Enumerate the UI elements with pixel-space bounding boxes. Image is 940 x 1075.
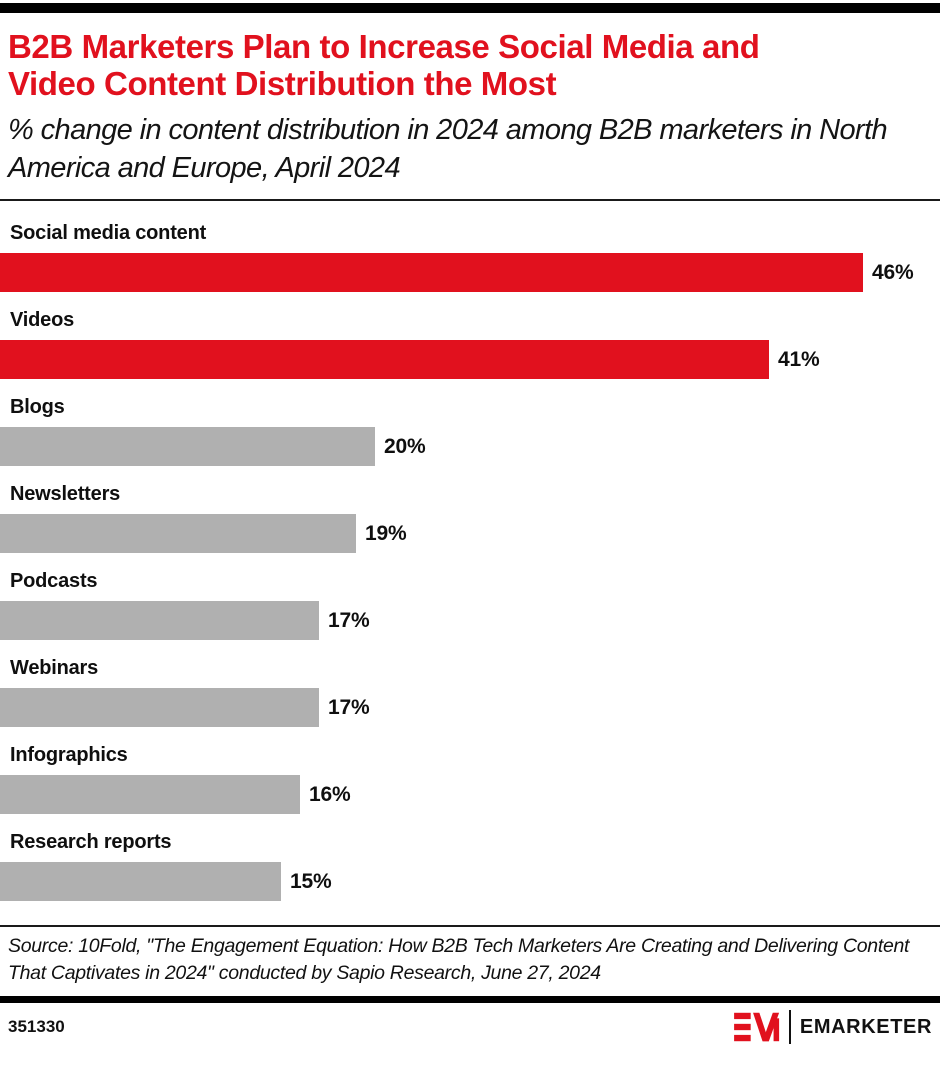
bar-row: Blogs 20% <box>0 395 940 466</box>
top-accent-bar <box>0 3 940 13</box>
bar-track: 19% <box>0 514 940 553</box>
bar-value: 16% <box>309 782 351 806</box>
chart-page: B2B Marketers Plan to Increase Social Me… <box>0 3 940 1075</box>
bar-row: Videos 41% <box>0 308 940 379</box>
brand-logo: EMARKETER <box>734 1010 932 1044</box>
bar-category-label: Social media content <box>10 222 207 244</box>
bar-category-label: Webinars <box>10 657 99 679</box>
bar-value: 46% <box>872 260 914 284</box>
bar-category-label: Blogs <box>10 396 65 418</box>
bar-row: Webinars 17% <box>0 656 940 727</box>
bar-value: 41% <box>778 347 820 371</box>
bar-value: 20% <box>384 434 426 458</box>
bar-track: 20% <box>0 427 940 466</box>
bar-value: 15% <box>290 869 332 893</box>
bar-value: 17% <box>328 695 370 719</box>
bar-track: 16% <box>0 775 940 814</box>
bar-row: Newsletters 19% <box>0 482 940 553</box>
bar-track: 15% <box>0 862 940 901</box>
bar <box>0 253 863 292</box>
chart-title: B2B Marketers Plan to Increase Social Me… <box>8 28 760 102</box>
bar-row: Research reports 15% <box>0 830 940 901</box>
chart-subtitle: % change in content distribution in 2024… <box>8 114 888 184</box>
bar <box>0 688 319 727</box>
bar <box>0 514 356 553</box>
bar-category-label: Podcasts <box>10 570 98 592</box>
source-note: Source: 10Fold, "The Engagement Equation… <box>8 935 910 984</box>
bar-row: Social media content 46% <box>0 221 940 292</box>
bar <box>0 427 375 466</box>
chart-id: 351330 <box>8 1017 65 1036</box>
bar-category-label: Newsletters <box>10 483 121 505</box>
brand-name: EMARKETER <box>799 1015 932 1038</box>
bar-value: 17% <box>328 608 370 632</box>
bar <box>0 601 319 640</box>
bar-chart: Social media content 46% Videos 41% Blogs 20%… <box>0 201 940 901</box>
bar <box>0 862 281 901</box>
bar-value: 19% <box>365 521 407 545</box>
source-divider <box>0 925 940 927</box>
bar-category-label: Videos <box>10 309 75 331</box>
bar <box>0 775 300 814</box>
bar-track: 17% <box>0 601 940 640</box>
footer: 351330 EMARKETER <box>0 1003 940 1051</box>
logo-separator <box>788 1010 791 1044</box>
bar-track: 17% <box>0 688 940 727</box>
bar <box>0 340 769 379</box>
footer-divider <box>0 996 940 1003</box>
bar-row: Infographics 16% <box>0 743 940 814</box>
bar-track: 41% <box>0 340 940 379</box>
emarketer-logo-icon <box>734 1012 780 1042</box>
bar-row: Podcasts 17% <box>0 569 940 640</box>
bar-category-label: Infographics <box>10 744 128 766</box>
header-divider <box>0 199 940 201</box>
bar-track: 46% <box>0 253 940 292</box>
bar-category-label: Research reports <box>10 831 172 853</box>
